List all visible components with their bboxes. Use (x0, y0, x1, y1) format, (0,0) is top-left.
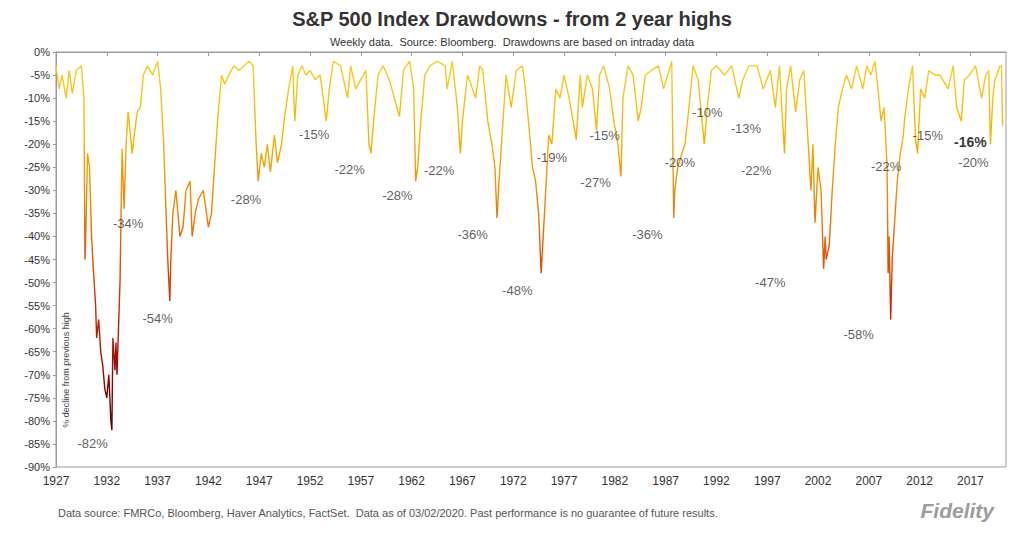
svg-text:2002: 2002 (805, 474, 832, 488)
svg-text:Data source: FMRCo, Bloomberg,: Data source: FMRCo, Bloomberg, Haver Ana… (58, 507, 718, 519)
svg-text:1947: 1947 (246, 474, 273, 488)
svg-text:-22%: -22% (334, 162, 365, 177)
svg-text:1937: 1937 (144, 474, 171, 488)
svg-text:-22%: -22% (424, 163, 455, 178)
svg-text:1952: 1952 (297, 474, 324, 488)
svg-text:-20%: -20% (958, 155, 989, 170)
svg-text:Weekly data. Source: Bloomber: Weekly data. Source: Bloomberg. Drawdown… (330, 36, 695, 48)
svg-text:-13%: -13% (731, 121, 762, 136)
svg-text:-27%: -27% (580, 175, 611, 190)
svg-text:-34%: -34% (113, 216, 144, 231)
svg-text:1972: 1972 (500, 474, 527, 488)
svg-text:1987: 1987 (652, 474, 679, 488)
svg-text:2017: 2017 (957, 474, 984, 488)
svg-text:1927: 1927 (43, 474, 70, 488)
svg-text:-19%: -19% (537, 150, 568, 165)
svg-text:1942: 1942 (195, 474, 222, 488)
svg-text:-22%: -22% (871, 159, 902, 174)
svg-text:-60%: -60% (24, 323, 50, 335)
svg-text:1962: 1962 (398, 474, 425, 488)
svg-text:-10%: -10% (692, 105, 723, 120)
svg-text:-22%: -22% (741, 163, 772, 178)
svg-text:1957: 1957 (347, 474, 374, 488)
svg-text:-25%: -25% (24, 161, 50, 173)
svg-text:-75%: -75% (24, 392, 50, 404)
svg-text:-40%: -40% (24, 230, 50, 242)
svg-text:S&P 500 Index Drawdowns - from: S&P 500 Index Drawdowns - from 2 year hi… (292, 8, 732, 30)
svg-text:-80%: -80% (24, 415, 50, 427)
svg-text:Fidelity: Fidelity (920, 499, 995, 522)
svg-text:0%: 0% (34, 46, 50, 58)
svg-text:% decline from previous high: % decline from previous high (61, 312, 71, 428)
svg-text:-28%: -28% (382, 188, 413, 203)
svg-text:1967: 1967 (449, 474, 476, 488)
svg-text:-45%: -45% (24, 254, 50, 266)
svg-text:-15%: -15% (299, 127, 330, 142)
svg-text:-35%: -35% (24, 207, 50, 219)
svg-text:-10%: -10% (24, 92, 50, 104)
svg-text:-82%: -82% (77, 436, 108, 451)
svg-text:-15%: -15% (589, 128, 620, 143)
svg-text:1932: 1932 (93, 474, 120, 488)
svg-text:-85%: -85% (24, 438, 50, 450)
svg-text:-36%: -36% (632, 227, 663, 242)
svg-text:-50%: -50% (24, 277, 50, 289)
svg-text:1977: 1977 (551, 474, 578, 488)
svg-text:-30%: -30% (24, 184, 50, 196)
svg-text:-5%: -5% (30, 69, 50, 81)
svg-text:-90%: -90% (24, 461, 50, 473)
svg-text:-16%: -16% (954, 134, 987, 150)
svg-text:-20%: -20% (665, 155, 696, 170)
svg-text:1997: 1997 (754, 474, 781, 488)
svg-text:1982: 1982 (601, 474, 628, 488)
svg-text:-48%: -48% (502, 283, 533, 298)
svg-text:-36%: -36% (457, 227, 488, 242)
svg-text:-65%: -65% (24, 346, 50, 358)
svg-text:-47%: -47% (755, 275, 786, 290)
svg-text:-28%: -28% (231, 192, 262, 207)
svg-text:-54%: -54% (142, 311, 173, 326)
svg-text:-55%: -55% (24, 300, 50, 312)
svg-text:2012: 2012 (906, 474, 933, 488)
svg-text:-58%: -58% (843, 327, 874, 342)
svg-text:2007: 2007 (855, 474, 882, 488)
svg-text:-20%: -20% (24, 138, 50, 150)
svg-text:-15%: -15% (24, 115, 50, 127)
svg-text:-15%: -15% (913, 128, 944, 143)
svg-text:1992: 1992 (703, 474, 730, 488)
svg-text:-70%: -70% (24, 369, 50, 381)
